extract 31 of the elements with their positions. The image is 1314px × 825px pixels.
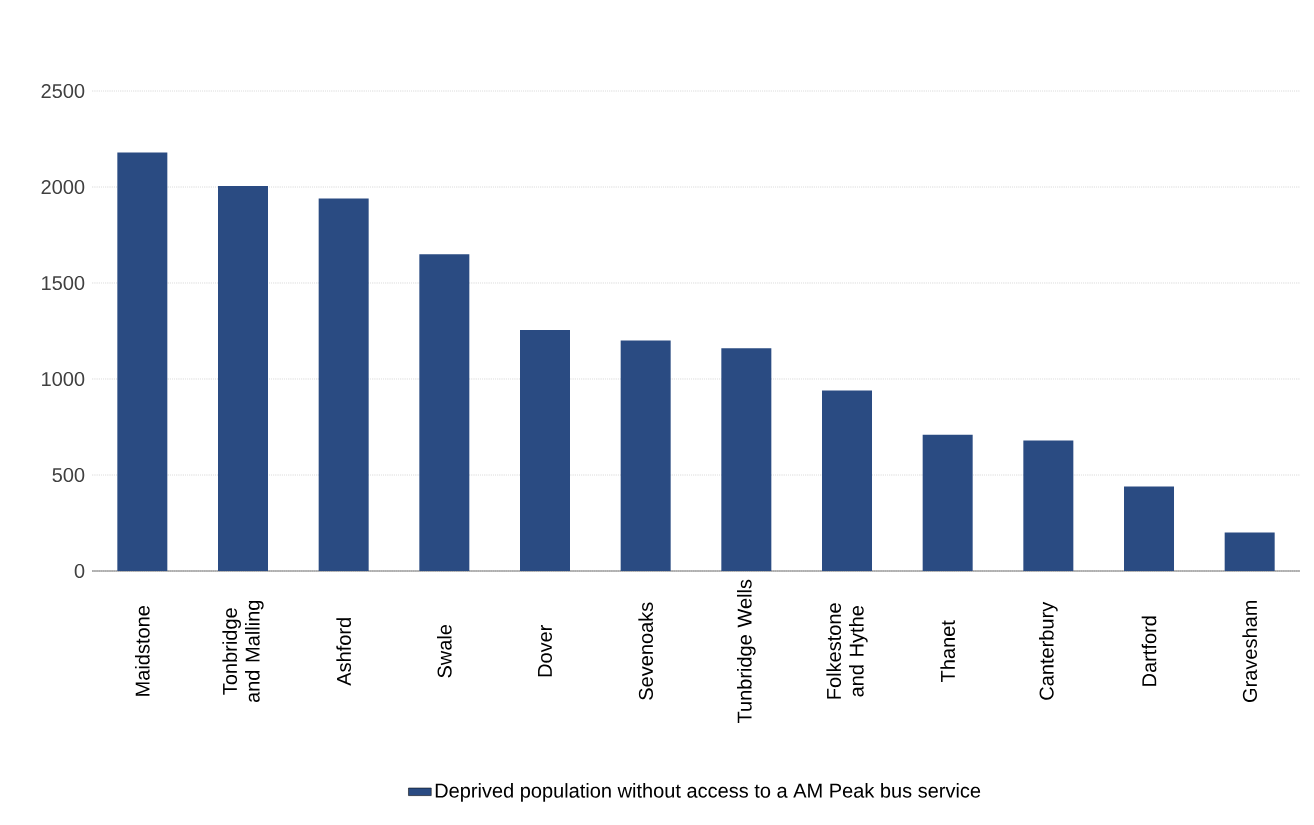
x-tick-label: Canterbury <box>1039 601 1058 700</box>
bar <box>822 390 873 571</box>
bar <box>922 434 973 571</box>
bar <box>520 330 570 571</box>
bar <box>1224 532 1275 571</box>
bar <box>721 348 772 571</box>
bar <box>419 254 470 571</box>
x-tick-label: Tunbridge Wells <box>737 579 756 724</box>
legend-label: Deprived population without access to a AM Peak bus service <box>435 783 981 802</box>
bar <box>117 152 168 571</box>
x-tick-label: Ashford <box>336 618 352 686</box>
y-tick-label: 1500 <box>42 275 85 291</box>
y-tick-label: 2500 <box>41 83 85 99</box>
x-tick-label: Maidstone <box>134 606 150 696</box>
x-tick-label: Thanet <box>940 620 956 682</box>
x-tick-label: Sevenoaks <box>638 602 654 700</box>
bar <box>318 198 369 571</box>
y-tick-label: 1000 <box>42 371 85 387</box>
bar <box>218 186 268 571</box>
x-tick-label: Dartford <box>1141 616 1157 686</box>
x-tick-label: Dover <box>538 624 552 677</box>
y-tick-label: 500 <box>52 467 85 483</box>
x-tick-label: Folkestone and Hythe <box>826 603 868 699</box>
y-tick-label: 2000 <box>41 179 85 195</box>
bar <box>1023 440 1074 571</box>
y-tick-label: 0 <box>74 563 85 579</box>
bar <box>1124 486 1175 571</box>
x-tick-label: Gravesham <box>1242 600 1258 702</box>
bar <box>620 340 671 571</box>
x-tick-label: Tonbridge and Malling <box>222 600 264 703</box>
x-tick-label: Swale <box>436 624 452 678</box>
